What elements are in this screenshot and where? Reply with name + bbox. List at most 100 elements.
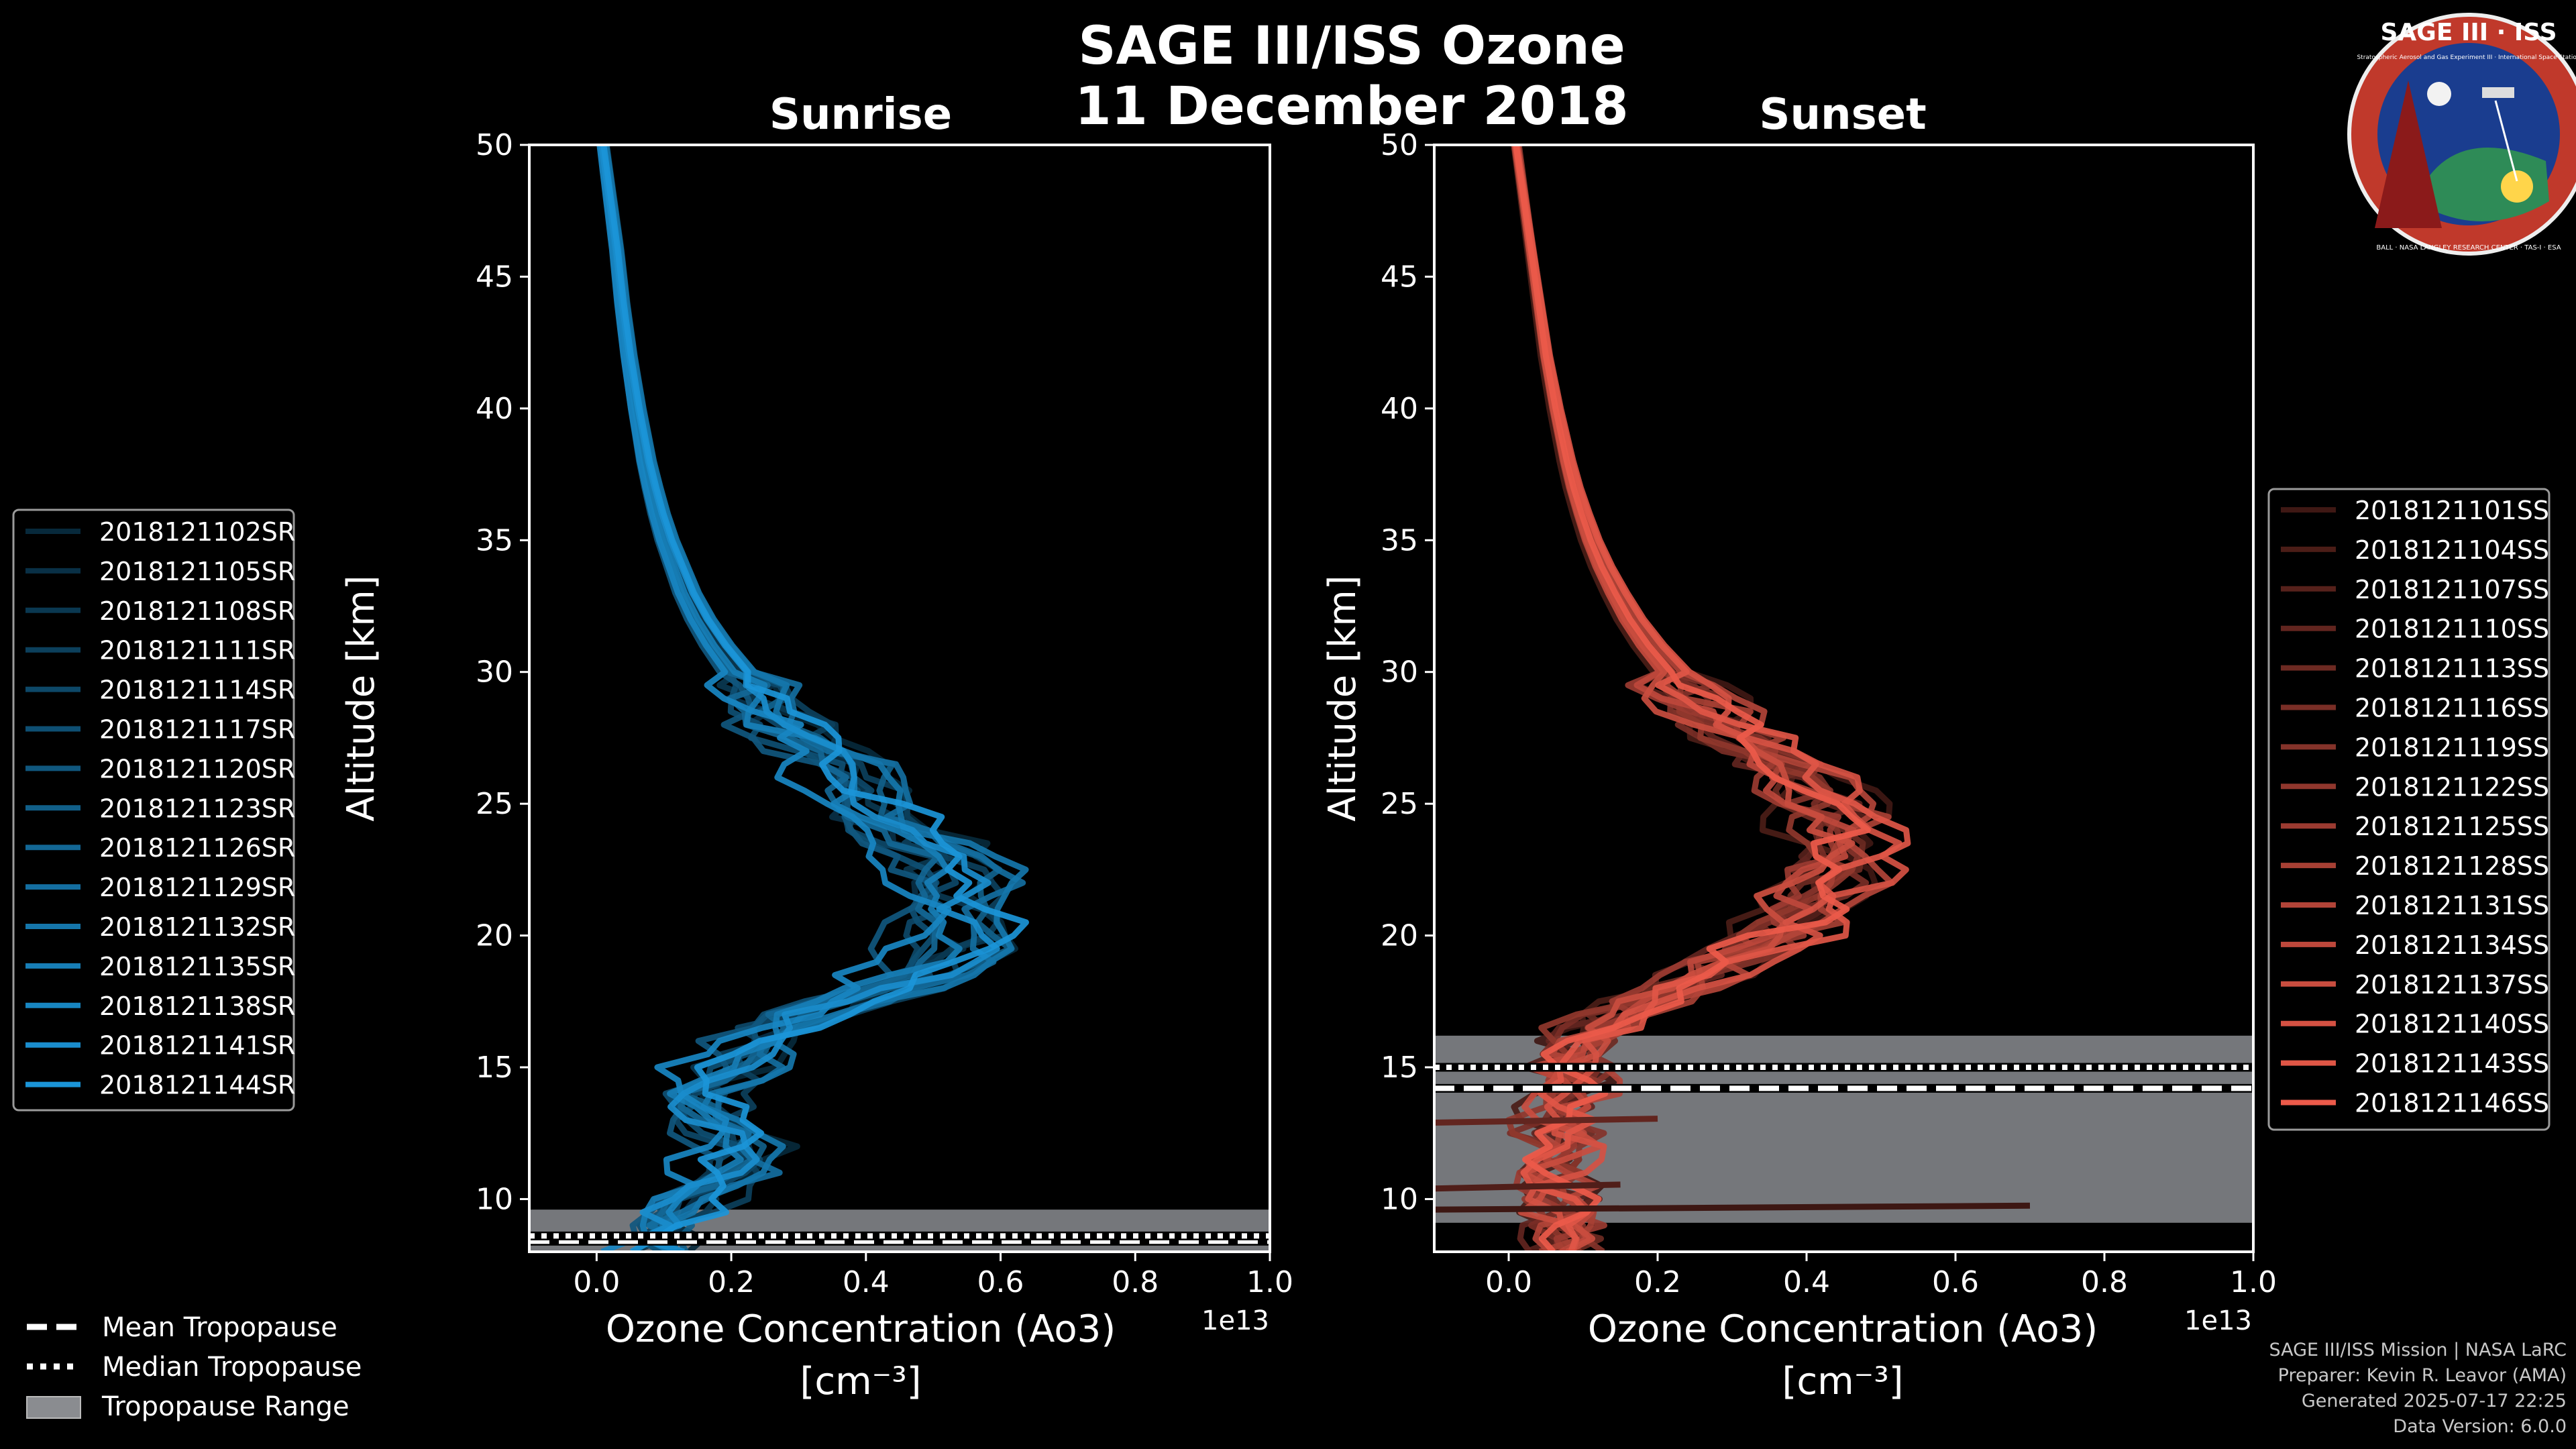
sunset-ylabel: Altitude [km] [1321,575,1364,821]
tropopause-range-label: Tropopause Range [101,1391,350,1422]
outlier-line [1434,1116,1658,1126]
x-tick-label: 0.4 [843,1265,890,1299]
legend-entry: 2018121114SR [99,676,295,705]
sunrise-panel: Sunrise Altitude [km] Ozone Concentratio… [339,90,1293,1403]
legend-entry: 2018121134SS [2355,930,2549,960]
plot-frame [528,144,1271,1253]
sunset-panel-title: Sunset [1759,90,1926,140]
profile-line-2018121126SR [600,145,941,1252]
x-tick-label: 0.0 [573,1265,620,1299]
x-tick-label: 0.8 [2081,1265,2128,1299]
x-tick-label: 1.0 [2230,1265,2277,1299]
x-tick-label: 0.0 [1485,1265,1532,1299]
sunrise-ylabel: Altitude [km] [339,575,383,821]
x-tick-label: 0.2 [708,1265,755,1299]
sage-iii-iss-logo: SAGE III · ISS Stratospheric Aerosol and… [2347,13,2576,256]
credit-generated: Generated 2025-07-17 22:25 [2301,1391,2567,1411]
profile-line-2018121120SR [598,145,938,1252]
y-tick-label: 50 [476,128,513,162]
y-tick-label: 10 [1381,1182,1418,1216]
profile-line-2018121144SR [600,145,1029,1252]
y-tick-label: 40 [476,392,513,426]
legend-entry: 2018121108SR [99,596,295,626]
legend-entry: 2018121123SR [99,794,295,823]
legend-entry: 2018121107SS [2355,575,2549,604]
tropopause-range-swatch [26,1396,81,1419]
y-tick-label: 15 [1381,1051,1418,1085]
y-tick-label: 15 [476,1051,513,1085]
credits-block: SAGE III/ISS Mission | NASA LaRC Prepare… [2269,1338,2567,1440]
legend-entry: 2018121144SR [99,1071,295,1100]
sunset-xlabel: Ozone Concentration (Ao3) [1588,1307,2098,1351]
moon-icon [2427,82,2451,106]
legend-entry: 2018121104SS [2355,535,2549,565]
sunrise-panel-title: Sunrise [769,90,952,140]
x-tick-label: 0.4 [1783,1265,1830,1299]
y-tick-label: 20 [476,919,513,953]
profile-line-2018121129SR [601,145,1026,1252]
sunrise-x-offset: 1e13 [1201,1305,1269,1336]
legend-entry: 2018121132SR [99,912,295,942]
plot-frame [1433,144,2255,1253]
legend-entry: 2018121138SR [99,991,295,1021]
x-tick-label: 0.6 [977,1265,1024,1299]
legend-entry: 2018121135SR [99,952,295,981]
beam-line [2494,100,2518,182]
profile-line-2018121111SR [601,145,1007,1252]
legend-entry: 2018121129SR [99,873,295,902]
legend-entry: 2018121113SS [2355,654,2549,684]
y-tick-label: 45 [1381,260,1418,294]
x-tick-label: 0.8 [1112,1265,1159,1299]
sunset-xlabel-units: [cm⁻³] [1782,1360,1903,1403]
legend-entry: 2018121126SR [99,833,295,863]
logo-text-top: SAGE III · ISS [2380,19,2557,46]
profile-line-2018121141SR [598,145,1000,1252]
outlier-line [1434,1202,2031,1213]
profile-line-2018121108SR [602,145,1008,1252]
figure-title-line1: SAGE III/ISS Ozone [1078,16,1625,76]
sunrise-legend: 2018121102SR 2018121105SR 2018121108SR 2018… [12,508,295,1112]
profile-line-2018121132SR [603,145,1029,1252]
legend-entry: 2018121137SS [2355,970,2549,1000]
sunset-panel: Sunset Altitude [km] Ozone Concentration… [1321,90,2277,1403]
sun-icon [2501,170,2533,203]
y-tick-label: 35 [1381,523,1418,557]
legend-entry: 2018121102SR [99,517,295,547]
median-tropopause-label: Median Tropopause [102,1352,362,1383]
mean-tropopause-label: Mean Tropopause [102,1312,337,1343]
x-tick-label: 0.6 [1932,1265,1979,1299]
credit-version: Data Version: 6.0.0 [2393,1416,2567,1437]
sunrise-xlabel-units: [cm⁻³] [800,1360,921,1403]
legend-entry: 2018121131SS [2355,891,2549,920]
outlier-line [1434,1181,1621,1192]
legend-entry: 2018121105SR [99,557,295,586]
profile-line-2018121117SR [596,145,940,1252]
sunrise-xlabel: Ozone Concentration (Ao3) [606,1307,1116,1351]
y-tick-label: 30 [476,655,513,690]
logo-text-ring: BALL · NASA LANGLEY RESEARCH CENTER · TA… [2376,244,2561,252]
legend-entry: 2018121111SR [99,636,295,665]
y-tick-label: 30 [1381,655,1418,690]
x-tick-label: 1.0 [1246,1265,1293,1299]
legend-entry: 2018121117SR [99,715,295,745]
y-tick-label: 20 [1381,919,1418,953]
legend-entry: 2018121128SS [2355,851,2549,881]
credit-mission: SAGE III/ISS Mission | NASA LaRC [2269,1340,2567,1360]
y-tick-label: 45 [476,260,513,294]
logo-text-sub: Stratospheric Aerosol and Gas Experiment… [2357,54,2576,61]
y-tick-label: 25 [1381,787,1418,821]
y-tick-label: 35 [476,523,513,557]
legend-entry: 2018121110SS [2355,614,2549,644]
iss-station-icon [2482,87,2514,98]
earth-icon [2415,148,2549,221]
sunrise-legend-frame [12,508,295,1112]
profile-line-2018121138SR [596,145,952,1252]
tropopause-legend: Mean Tropopause Median Tropopause Tropop… [26,1312,362,1422]
sunset-marks: 10 15 20 25 30 35 40 45 50 0.0 0.2 0.4 0.6 0.8 1.0 [1381,128,2277,1299]
x-tick-label: 0.2 [1634,1265,1681,1299]
y-tick-label: 10 [476,1182,513,1216]
y-tick-label: 50 [1381,128,1418,162]
y-tick-label: 40 [1381,392,1418,426]
profile-line-2018121123SR [601,145,1014,1252]
